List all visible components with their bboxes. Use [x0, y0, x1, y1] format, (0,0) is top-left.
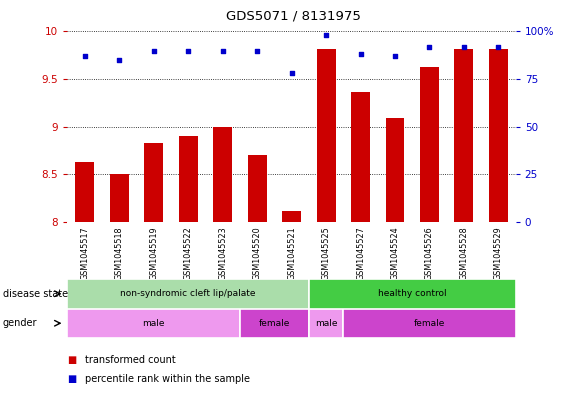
Point: [287, 70, 296, 77]
Text: percentile rank within the sample: percentile rank within the sample: [85, 374, 250, 384]
Point: [149, 47, 158, 53]
Text: GSM1045519: GSM1045519: [149, 227, 158, 280]
Text: male: male: [315, 319, 338, 328]
Text: ■: ■: [67, 374, 77, 384]
Text: transformed count: transformed count: [85, 354, 176, 365]
Text: GSM1045520: GSM1045520: [253, 227, 261, 280]
Point: [253, 47, 262, 53]
Text: ■: ■: [67, 354, 77, 365]
Text: GSM1045527: GSM1045527: [356, 227, 365, 280]
Bar: [420, 67, 439, 222]
Text: GSM1045517: GSM1045517: [80, 227, 89, 280]
Bar: [240, 309, 309, 338]
Bar: [309, 309, 343, 338]
Bar: [386, 118, 404, 222]
Point: [356, 51, 365, 57]
Text: GSM1045529: GSM1045529: [494, 227, 503, 280]
Point: [390, 53, 400, 59]
Bar: [309, 279, 516, 309]
Bar: [144, 143, 163, 222]
Bar: [282, 211, 301, 222]
Text: GSM1045521: GSM1045521: [287, 227, 296, 280]
Bar: [213, 127, 232, 222]
Bar: [110, 174, 128, 222]
Text: GDS5071 / 8131975: GDS5071 / 8131975: [226, 10, 360, 23]
Bar: [67, 309, 240, 338]
Bar: [351, 92, 370, 222]
Bar: [455, 49, 473, 222]
Bar: [316, 49, 336, 222]
Text: GSM1045522: GSM1045522: [183, 227, 193, 280]
Point: [183, 47, 193, 53]
Point: [425, 44, 434, 50]
Text: GSM1045518: GSM1045518: [115, 227, 124, 280]
Text: gender: gender: [3, 318, 38, 328]
Text: female: female: [258, 319, 290, 328]
Text: GSM1045524: GSM1045524: [390, 227, 400, 280]
Text: male: male: [142, 319, 165, 328]
Text: female: female: [414, 319, 445, 328]
Bar: [75, 162, 94, 222]
Point: [114, 57, 124, 63]
Text: non-syndromic cleft lip/palate: non-syndromic cleft lip/palate: [120, 289, 256, 298]
Point: [494, 44, 503, 50]
Text: GSM1045528: GSM1045528: [459, 227, 468, 280]
Bar: [179, 136, 197, 222]
Text: healthy control: healthy control: [378, 289, 447, 298]
Point: [459, 44, 469, 50]
Text: GSM1045526: GSM1045526: [425, 227, 434, 280]
Bar: [343, 309, 516, 338]
Text: GSM1045523: GSM1045523: [218, 227, 227, 280]
Bar: [67, 279, 309, 309]
Point: [218, 47, 227, 53]
Text: GSM1045525: GSM1045525: [322, 227, 331, 280]
Text: disease state: disease state: [3, 289, 68, 299]
Point: [321, 32, 331, 39]
Bar: [247, 155, 267, 222]
Point: [80, 53, 89, 59]
Bar: [489, 49, 508, 222]
